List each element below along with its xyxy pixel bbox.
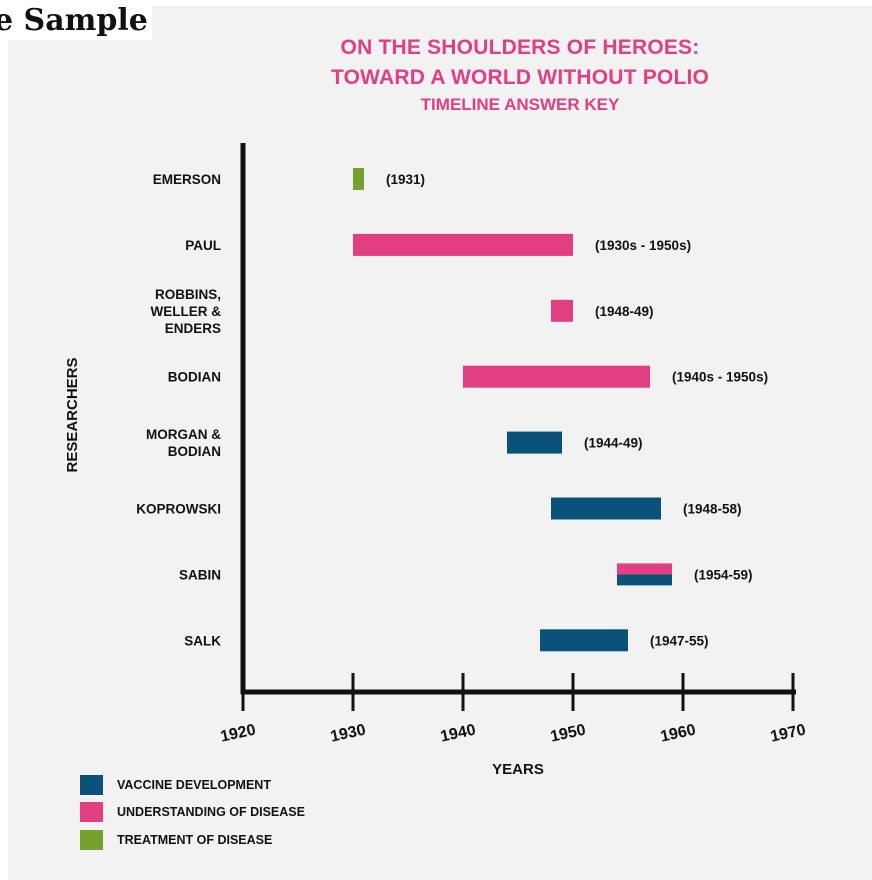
bar-paul [353,233,573,256]
researcher-label-koprowski: KOPROWSKI [136,502,221,517]
legend-label-treatment: TREATMENT OF DISEASE [117,833,273,847]
bar-robbins-weller-enders [551,299,573,322]
chart-title-line-1: ON THE SHOULDERS OF HEROES: [340,36,700,59]
x-tick-label-1960: 1960 [659,722,697,746]
legend-label-understanding: UNDERSTANDING OF DISEASE [117,805,305,819]
bar-sabin-vaccine [617,574,672,586]
chart-panel [8,6,872,880]
bar-emerson [353,168,364,190]
bar-label-bodian: (1940s - 1950s) [672,370,768,385]
researcher-label-bodian: BODIAN [168,370,221,385]
researcher-label-morgan-bodian-line-1: MORGAN & [146,427,221,442]
bar-label-koprowski: (1948-58) [683,502,742,517]
chart-title-line-2: TOWARD A WORLD WITHOUT POLIO [330,66,710,89]
bar-label-robbins-weller-enders: (1948-49) [595,304,654,319]
researcher-label-morgan-bodian-line-2: BODIAN [168,444,221,459]
x-tick-label-1930: 1930 [329,722,367,746]
researcher-label-sabin: SABIN [179,567,221,582]
legend-swatch-understanding [80,802,103,822]
legend-swatch-vaccine [80,775,103,795]
bar-label-salk: (1947-55) [650,633,709,648]
legend-label-vaccine: VACCINE DEVELOPMENT [117,778,271,792]
bar-koprowski [551,497,661,520]
researcher-label-paul: PAUL [185,238,221,253]
bar-label-emerson: (1931) [386,172,425,187]
researcher-label-robbins-weller-enders-line-2: WELLER & [151,304,222,319]
bar-label-sabin: (1954-59) [694,567,753,582]
bar-label-paul: (1930s - 1950s) [595,238,691,253]
bar-morgan-bodian [507,431,562,454]
x-axis-label: YEARS [492,761,544,778]
x-tick-label-1940: 1940 [439,722,477,746]
legend-item-treatment: TREATMENT OF DISEASE [80,829,272,851]
legend-swatch-treatment [80,830,103,850]
x-tick-label-1950: 1950 [549,722,587,746]
legend-item-understanding: UNDERSTANDING OF DISEASE [80,801,305,823]
chart-subtitle: TIMELINE ANSWER KEY [420,95,620,114]
y-axis-label: RESEARCHERS [64,357,81,472]
x-tick-label-1920: 1920 [219,722,257,746]
bar-sabin-understanding [617,563,672,575]
researcher-label-robbins-weller-enders-line-1: ROBBINS, [155,287,221,302]
x-tick-label-1970: 1970 [769,722,807,746]
bar-salk [540,629,628,652]
bar-bodian [463,365,650,388]
legend-item-vaccine: VACCINE DEVELOPMENT [80,774,271,796]
page-heading: e Sample [0,3,152,40]
bar-label-morgan-bodian: (1944-49) [584,436,643,451]
researcher-label-emerson: EMERSON [153,172,221,187]
researcher-label-robbins-weller-enders-line-3: ENDERS [165,321,221,336]
researcher-label-salk: SALK [184,633,221,648]
